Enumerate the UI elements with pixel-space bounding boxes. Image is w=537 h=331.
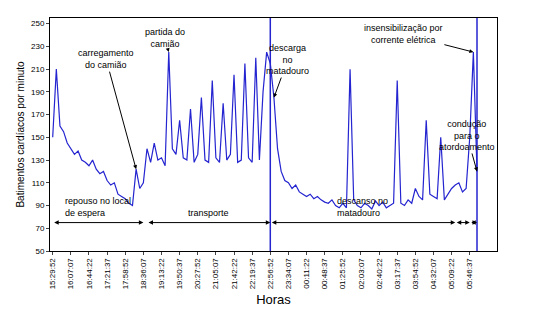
svg-text:19:13:22: 19:13:22: [157, 258, 166, 290]
svg-text:170: 170: [31, 110, 45, 119]
svg-text:19:50:37: 19:50:37: [175, 258, 184, 290]
svg-text:110: 110: [32, 179, 45, 188]
svg-text:22:56:52: 22:56:52: [266, 258, 275, 290]
svg-text:transporte: transporte: [188, 208, 229, 218]
svg-text:16:07:07: 16:07:07: [66, 258, 75, 290]
svg-text:210: 210: [31, 65, 45, 74]
svg-text:partida docamião: partida docamião: [145, 27, 185, 49]
svg-text:03:54:52: 03:54:52: [411, 258, 420, 290]
svg-text:05:46:37: 05:46:37: [465, 258, 474, 290]
svg-text:00:11:22: 00:11:22: [302, 258, 311, 289]
svg-text:190: 190: [31, 88, 45, 97]
svg-text:05:09:22: 05:09:22: [447, 258, 456, 290]
svg-text:20:27:52: 20:27:52: [193, 258, 202, 290]
svg-text:17:58:52: 17:58:52: [121, 258, 130, 290]
svg-text:02:40:22: 02:40:22: [375, 258, 384, 290]
svg-text:230: 230: [31, 42, 45, 51]
svg-text:130: 130: [31, 156, 45, 165]
svg-text:21:42:22: 21:42:22: [230, 258, 239, 290]
svg-text:03:17:37: 03:17:37: [393, 258, 402, 290]
svg-text:250: 250: [31, 19, 45, 28]
svg-text:21:05:07: 21:05:07: [211, 258, 220, 290]
svg-text:repouso no localde espera: repouso no localde espera: [65, 196, 131, 218]
svg-text:descanso nomatadouro: descanso nomatadouro: [337, 196, 388, 218]
svg-text:00:48:37: 00:48:37: [320, 258, 329, 290]
svg-text:150: 150: [31, 133, 45, 142]
svg-text:04:32:07: 04:32:07: [429, 258, 438, 290]
svg-text:90: 90: [35, 201, 44, 210]
svg-text:01:25:52: 01:25:52: [338, 258, 347, 290]
svg-text:50: 50: [35, 247, 44, 256]
svg-text:18:36:07: 18:36:07: [139, 258, 148, 290]
svg-text:17:21:37: 17:21:37: [103, 258, 112, 290]
svg-text:02:03:07: 02:03:07: [357, 258, 366, 290]
svg-text:70: 70: [35, 224, 44, 233]
svg-text:Horas: Horas: [256, 292, 291, 307]
svg-text:conduçãopara oatordoamento: conduçãopara oatordoamento: [439, 119, 495, 152]
svg-text:insensibilização porcorrente e: insensibilização porcorrente elétrica: [364, 23, 443, 45]
svg-text:23:34:07: 23:34:07: [284, 258, 293, 290]
svg-text:16:44:22: 16:44:22: [85, 258, 94, 290]
svg-text:22:19:37: 22:19:37: [248, 258, 257, 290]
svg-text:carregamentodo camião: carregamentodo camião: [78, 48, 134, 70]
svg-text:descarganomatadouro: descarganomatadouro: [266, 43, 309, 76]
svg-text:15:29:52: 15:29:52: [48, 258, 57, 290]
svg-text:Batimentos cardíacos por minut: Batimentos cardíacos por minuto: [15, 61, 26, 208]
